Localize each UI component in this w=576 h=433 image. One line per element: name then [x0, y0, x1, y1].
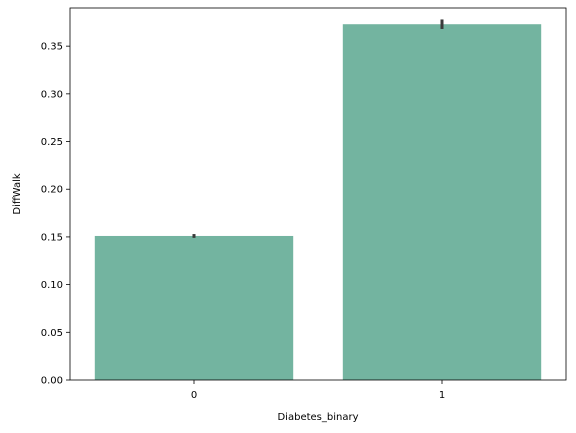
x-tick-label-1: 1	[439, 390, 445, 401]
y-tick-label: 0.15	[41, 232, 63, 243]
plot-frame	[69, 7, 567, 381]
x-tick-label-0: 0	[191, 390, 197, 401]
y-axis-ticks: 0.00 0.05 0.10 0.15 0.20 0.25 0.30 0.35	[41, 42, 70, 387]
y-tick-label: 0.30	[41, 89, 63, 100]
y-tick-label: 0.10	[41, 280, 63, 291]
bar-0	[94, 235, 294, 380]
bar-1	[342, 24, 542, 380]
y-tick-label: 0.00	[41, 376, 63, 387]
x-axis-label: Diabetes_binary	[277, 412, 358, 423]
y-tick-label: 0.20	[41, 185, 63, 196]
y-tick-label: 0.25	[41, 137, 63, 148]
y-tick-label: 0.05	[41, 328, 63, 339]
error-bars-group	[192, 19, 444, 238]
bars-group	[94, 24, 542, 380]
y-axis-label: DiffWalk	[12, 173, 23, 215]
y-tick-label: 0.35	[41, 42, 63, 53]
